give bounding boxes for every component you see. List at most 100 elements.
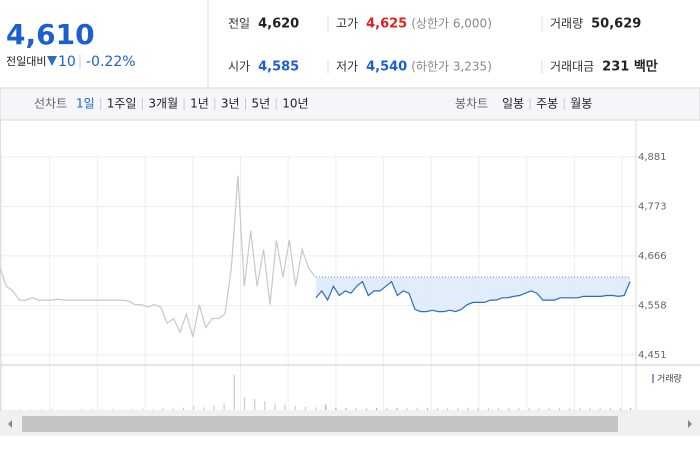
volume-bar — [457, 408, 459, 410]
volume-bar — [254, 399, 256, 410]
volume-bar — [50, 409, 53, 410]
stat-value: 50,629 — [591, 17, 641, 32]
volume-bar — [193, 406, 195, 410]
range-tab[interactable]: 1년 — [190, 97, 209, 111]
range-tab[interactable]: 3개월 — [148, 97, 178, 111]
volume-bar — [497, 408, 500, 410]
tab-bar — [0, 87, 700, 121]
change-label: 전일대비 — [6, 54, 46, 68]
volume-bar — [172, 408, 174, 410]
volume-bar — [599, 408, 601, 410]
volume-bar — [101, 409, 103, 410]
volume-bar — [406, 408, 408, 410]
volume-bar — [386, 408, 388, 410]
volume-bar — [91, 409, 93, 410]
volume-bar — [213, 406, 215, 410]
volume-label: 거래량 — [657, 373, 682, 385]
y-tick-label: 4,773 — [638, 202, 667, 213]
volume-bar — [274, 403, 276, 410]
volume-bar — [569, 408, 571, 410]
volume-bar — [630, 408, 632, 410]
volume-bar — [436, 408, 439, 410]
volume-bar — [558, 408, 561, 410]
volume-bar — [548, 408, 550, 410]
price: 4,610 — [6, 18, 95, 51]
volume-bar — [325, 404, 327, 410]
volume-bar — [579, 408, 581, 410]
change-rate: -0.22% — [86, 54, 136, 70]
tab-label: 봉차트 — [455, 97, 488, 111]
stat-value: 4,540 — [366, 60, 407, 75]
candle-tab[interactable]: 일봉 — [502, 97, 524, 111]
stat-value: 4,585 — [258, 60, 299, 75]
volume-bar — [315, 407, 317, 410]
volume-bar — [203, 407, 205, 410]
volume-bar — [345, 408, 347, 410]
volume-bar — [20, 409, 22, 410]
volume-bar — [121, 409, 124, 410]
legend-swatch — [652, 374, 654, 383]
candle-tab[interactable]: 월봉 — [570, 97, 592, 111]
range-tab[interactable]: 1주일 — [107, 97, 137, 111]
volume-bar — [284, 404, 286, 410]
volume-bar — [365, 408, 368, 410]
volume-bar — [375, 408, 378, 410]
stat-label: 전일 — [228, 17, 250, 31]
volume-bar — [355, 408, 357, 410]
y-tick-label: 4,666 — [638, 251, 667, 262]
volume-bar — [142, 408, 144, 410]
stat-label: 시가 — [228, 60, 250, 74]
stat-note: (하한가 3,235) — [411, 60, 492, 74]
tab-label: 선차트 — [34, 97, 67, 111]
stat-value: 231 백만 — [602, 59, 658, 75]
stat-label: 거래량 — [550, 17, 583, 31]
y-tick-label: 4,451 — [638, 350, 667, 361]
down-arrow — [47, 56, 57, 66]
volume-bar — [233, 375, 235, 410]
volume-bar — [335, 407, 337, 410]
volume-bar — [538, 408, 540, 410]
volume-bar — [304, 406, 307, 410]
stat-value: 4,620 — [258, 17, 299, 32]
volume-bar — [619, 408, 622, 410]
volume-bar — [477, 408, 479, 410]
stat-label: 거래대금 — [550, 60, 594, 74]
volume-bar — [294, 406, 296, 410]
range-tab[interactable]: 10년 — [282, 97, 308, 111]
volume-bar — [589, 408, 591, 410]
volume-bar — [10, 409, 12, 410]
stat-value: 4,625 — [366, 17, 407, 32]
volume-bar — [447, 408, 449, 410]
volume-bar — [132, 409, 134, 410]
scroll-thumb[interactable] — [22, 416, 618, 432]
range-tab[interactable]: 1일 — [76, 97, 95, 111]
volume-bar — [152, 409, 154, 410]
volume-bar — [508, 408, 510, 410]
volume-bar — [162, 408, 164, 410]
volume-bar — [264, 401, 266, 410]
volume-bar — [518, 408, 520, 410]
candle-tab[interactable]: 주봉 — [536, 97, 558, 111]
volume-bar — [609, 408, 611, 410]
scroll-left[interactable] — [8, 420, 12, 428]
range-tab[interactable]: 5년 — [252, 97, 271, 111]
price-line — [0, 175, 316, 338]
scroll-right[interactable] — [688, 420, 692, 428]
volume-bar — [416, 408, 418, 410]
volume-bar — [0, 408, 2, 410]
stat-label: 저가 — [336, 60, 358, 74]
volume-bar — [223, 403, 225, 410]
volume-bar — [467, 408, 469, 410]
volume-bar — [111, 409, 113, 410]
volume-bar — [426, 408, 428, 410]
volume-bar — [60, 409, 63, 410]
volume-bar — [81, 409, 83, 410]
volume-bar — [396, 407, 398, 410]
range-tab[interactable]: 3년 — [221, 97, 240, 111]
y-tick-label: 4,558 — [638, 301, 667, 312]
stat-note: (상한가 6,000) — [411, 17, 492, 31]
volume-bar — [71, 409, 73, 410]
volume-bar — [243, 396, 246, 410]
